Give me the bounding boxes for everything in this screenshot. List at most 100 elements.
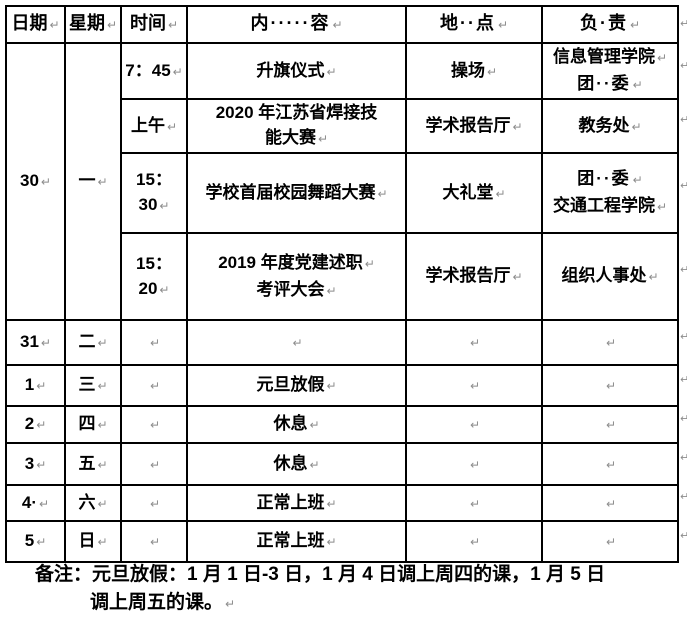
paragraph-mark: ↵ — [36, 379, 47, 393]
owner-cell: ↵ — [541, 364, 679, 407]
footnote: 备注：元旦放假：1 月 1 日-3 日，1 月 4 日调上周四的课，1 月 5 … — [35, 561, 665, 618]
paragraph-mark: ↵ — [656, 51, 668, 65]
owner-cell: ↵ — [541, 319, 679, 366]
place-cell: 学术报告厅 ↵ — [405, 232, 543, 321]
paragraph-mark: ↵ — [629, 18, 641, 32]
content-cell: 正常上班 ↵ — [186, 484, 407, 522]
date-value: 1 — [24, 375, 35, 394]
date-cell: 4· ↵ — [5, 484, 66, 522]
paragraph-mark: ↵ — [39, 496, 50, 511]
paragraph-mark: ↵ — [309, 457, 320, 472]
week-value: 四 — [78, 414, 96, 433]
paragraph-mark: ↵ — [36, 457, 47, 472]
paragraph-mark: ↵ — [309, 418, 320, 432]
place-value: 大礼堂 — [442, 182, 494, 202]
date-value: 4· — [21, 492, 38, 512]
time-cell: ↵ — [120, 520, 188, 563]
time-cell: ↵ — [120, 442, 188, 486]
paragraph-mark: ↵ — [605, 535, 617, 549]
paragraph-mark: ↵ — [469, 457, 481, 472]
owner-value: 团··委 — [577, 169, 631, 188]
paragraph-mark: ↵ — [512, 270, 523, 284]
date-cell: 30 ↵ — [5, 42, 66, 321]
date-value: 30 — [20, 171, 39, 190]
paragraph-mark: ↵ — [149, 535, 161, 549]
place-value: 学术报告厅 — [425, 115, 511, 135]
week-cell: 三 ↵ — [64, 364, 122, 407]
week-value: 五 — [78, 453, 96, 473]
content-value: 正常上班 — [256, 492, 325, 512]
week-value: 日 — [78, 531, 96, 550]
header-content: 内·····容 ↵ — [186, 5, 407, 44]
place-value: 学术报告厅 — [425, 266, 511, 285]
paragraph-mark: ↵ — [656, 200, 668, 214]
week-value: 一 — [78, 171, 96, 190]
footnote-text: 备注：元旦放假：1 月 1 日-3 日，1 月 4 日调上周四的课，1 月 5 … — [35, 564, 606, 585]
table-row: 15： 30 ↵ 学校首届校园舞蹈大赛 ↵ 大礼堂 ↵ 团··委 ↵ 交通工程学院 ↵ — [6, 152, 679, 234]
paragraph-mark: ↵ — [486, 64, 498, 79]
paragraph-mark: ↵ — [36, 535, 47, 549]
paragraph-mark: ↵ — [36, 418, 47, 432]
paragraph-mark: ↵ — [605, 496, 617, 511]
content-cell: ↵ — [186, 319, 407, 366]
content-cell: 2020 年江苏省焊接技 能大赛 ↵ — [186, 98, 407, 154]
content-cell: 元旦放假 ↵ — [186, 364, 407, 407]
time-cell: 15： 20 ↵ — [120, 232, 188, 321]
week-cell: 日 ↵ — [64, 520, 122, 563]
owner-cell: 组织人事处 ↵ — [541, 232, 679, 321]
week-value: 六 — [78, 492, 96, 512]
table-row: 1 ↵ 三 ↵ ↵ 元旦放假 ↵ ↵ ↵ — [5, 364, 679, 407]
content-cell: 2019 年度党建述职 ↵ 考评大会 ↵ — [186, 232, 407, 321]
week-cell: 二 ↵ — [64, 319, 122, 366]
paragraph-mark: ↵ — [605, 418, 617, 432]
table-row: 31 ↵ 二 ↵ ↵ ↵ ↵ ↵ — [5, 319, 679, 366]
time-cell: ↵ — [120, 364, 188, 407]
paragraph-mark: ↵ — [40, 175, 51, 189]
row-end-mark: ↵ — [680, 114, 687, 126]
paragraph-mark: ↵ — [326, 496, 337, 511]
paragraph-mark: ↵ — [469, 379, 481, 393]
paragraph-mark: ↵ — [97, 379, 108, 393]
paragraph-mark: ↵ — [326, 379, 337, 393]
date-value: 3 — [24, 453, 35, 473]
content-value: 元旦放假 — [256, 375, 325, 394]
paragraph-mark: ↵ — [149, 496, 161, 511]
table-row: 15： 20 ↵ 2019 年度党建述职 ↵ 考评大会 ↵ 学术报告厅 ↵ 组织人事处 ↵ — [6, 232, 679, 321]
header-content-label: 内·····容 — [250, 13, 331, 33]
header-time: 时间 ↵ — [120, 5, 188, 44]
header-owner: 负·责 ↵ — [541, 5, 679, 44]
owner-value: 教务处 — [578, 115, 630, 135]
paragraph-mark: ↵ — [648, 270, 659, 284]
footnote-text: 调上周五的课。 — [90, 592, 224, 613]
paragraph-mark: ↵ — [364, 256, 375, 271]
date-cell: 5 ↵ — [5, 520, 66, 563]
paragraph-mark: ↵ — [97, 175, 108, 189]
paragraph-mark: ↵ — [97, 535, 108, 549]
schedule-table: 日期 ↵ 星期 ↵ 时间 ↵ 内·····容 ↵ 地··点 ↵ 负·责 ↵ 30 ↵ 一 ↵ 7… — [5, 5, 679, 563]
row-end-mark: ↵ — [680, 452, 687, 464]
paragraph-mark: ↵ — [326, 64, 337, 79]
date-cell: 2 ↵ — [5, 405, 66, 444]
header-date: 日期 ↵ — [5, 5, 66, 44]
time-value: 7：45 — [125, 60, 171, 80]
header-date-label: 日期 — [11, 13, 48, 33]
place-cell: 大礼堂 ↵ — [405, 152, 543, 234]
footnote-line-2: 调上周五的课。 ↵ — [90, 589, 665, 618]
content-cell: 学校首届校园舞蹈大赛 ↵ — [186, 152, 407, 234]
week-value: 三 — [78, 375, 96, 394]
date-cell: 3 ↵ — [5, 442, 66, 486]
week-value: 二 — [78, 332, 96, 351]
date-value: 2 — [24, 414, 35, 433]
table-row: 2 ↵ 四 ↵ ↵ 休息 ↵ ↵ ↵ — [5, 405, 679, 444]
paragraph-mark: ↵ — [292, 336, 303, 350]
header-place: 地··点 ↵ — [405, 5, 543, 44]
date-cell: 31 ↵ — [5, 319, 66, 366]
time-cell: 7：45 ↵ — [120, 42, 188, 100]
place-cell: ↵ — [405, 484, 543, 522]
paragraph-mark: ↵ — [469, 535, 481, 549]
paragraph-mark: ↵ — [97, 496, 108, 511]
time-cell: 15： 30 ↵ — [120, 152, 188, 234]
place-cell: ↵ — [405, 520, 543, 563]
week-cell: 四 ↵ — [64, 405, 122, 444]
